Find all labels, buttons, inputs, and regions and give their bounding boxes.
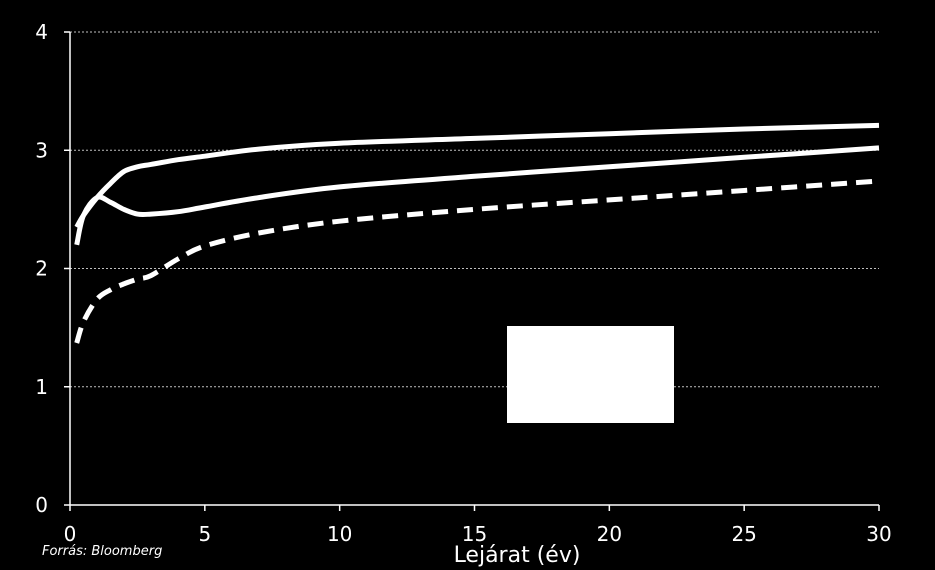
x-tick-label: 30 [866,522,891,546]
x-tick-label: 25 [731,522,756,546]
series-line-1 [74,122,880,229]
y-tick-label: 2 [35,257,48,281]
x-tick-label: 0 [64,522,77,546]
tick-labels: 0 1 2 3 4 0 5 10 15 20 25 30 [35,20,891,546]
x-axis-title: Lejárat (év) [454,543,581,568]
grid-lines [70,31,879,388]
y-tick-label: 3 [35,138,48,162]
legend-box [507,326,674,423]
series-lines [74,122,880,344]
x-tick-label: 20 [597,522,622,546]
x-tick-label: 15 [462,522,487,546]
x-tick-label: 10 [327,522,352,546]
y-tick-label: 4 [35,20,48,44]
series-line-2 [74,145,880,246]
series-line-3 [74,178,880,344]
y-tick-label: 0 [35,493,48,517]
axes [64,31,880,511]
source-note: Forrás: Bloomberg [42,544,163,559]
x-tick-label: 5 [198,522,211,546]
y-tick-label: 1 [35,375,48,399]
